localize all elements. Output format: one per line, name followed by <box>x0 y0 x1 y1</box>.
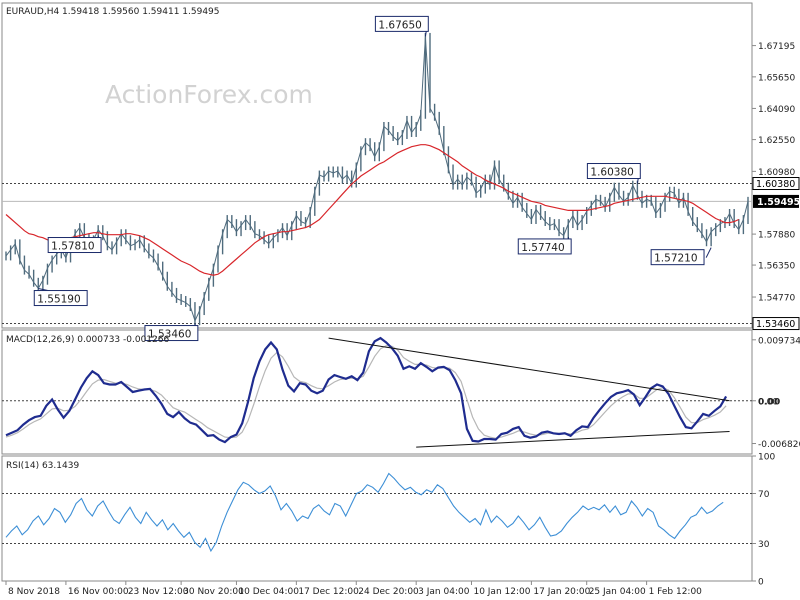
price-callout: 1.57740 <box>521 242 564 254</box>
price-callout: 1.60380 <box>590 167 633 179</box>
price-callout-box <box>47 237 102 254</box>
x-tick-label: 17 Jan 20:00 <box>533 587 590 597</box>
moving-average-line <box>5 144 740 276</box>
price-callout: 1.57210 <box>654 253 697 265</box>
x-tick-label: 24 Dec 20:00 <box>358 587 419 597</box>
x-tick-label: 8 Nov 2018 <box>8 587 60 597</box>
price-panel-frame <box>1 2 753 329</box>
rsi-panel: 100 70 30 0 <box>2 453 775 588</box>
rsi-tick-label: 0 <box>758 578 764 588</box>
rsi-line <box>5 472 724 553</box>
macd-tick-label: -0.006826 <box>758 440 800 450</box>
rsi-panel-title: RSI(14) 63.1439 <box>6 461 79 471</box>
x-tick-label: 16 Nov 00:00 <box>68 587 129 597</box>
macd-signal-line <box>5 345 727 439</box>
price-callout-box <box>374 15 429 32</box>
price-callout-box <box>586 163 641 180</box>
price-callout: 1.67650 <box>378 19 421 31</box>
price-callout-box <box>650 249 705 266</box>
macd-panel-title: MACD(12,26,9) 0.000733 -0.001266 <box>6 335 169 345</box>
macd-trendline <box>416 430 730 448</box>
level-label: 1.60380 <box>756 179 795 190</box>
price-callout: 1.53460 <box>148 329 191 341</box>
x-tick-label: 25 Jan 04:00 <box>589 587 646 597</box>
price-callout-box <box>33 290 88 307</box>
current-price-label: 1.59495 <box>757 197 800 208</box>
price-tick-label: 1.57880 <box>758 231 795 241</box>
x-tick-label: 23 Nov 12:00 <box>128 587 189 597</box>
price-tick-label: 1.54770 <box>758 294 795 304</box>
price-tick-label: 1.60980 <box>758 168 795 178</box>
watermark: ActionForex.com <box>105 80 313 109</box>
macd-tick-label: 0.009734 <box>758 336 800 346</box>
macd-tick-label: 0.00 <box>758 397 778 407</box>
price-tick-label: 1.64090 <box>758 105 795 115</box>
macd-current-label: 0.00 <box>758 397 780 407</box>
x-tick-label: 1 Feb 12:00 <box>649 587 703 597</box>
level-label-box <box>752 317 800 331</box>
x-tick-label: 30 Nov 20:00 <box>183 587 244 597</box>
price-panel: 1.67195 1.65650 1.64090 1.62550 1.60980 1.578… <box>2 15 800 342</box>
x-tick-label: 10 Dec 04:00 <box>238 587 299 597</box>
callout-leader <box>705 247 712 258</box>
macd-panel-frame <box>1 329 753 455</box>
rsi-panel-frame <box>1 455 753 582</box>
panel-frames <box>1 2 753 582</box>
x-tick-label: 10 Jan 12:00 <box>473 587 530 597</box>
macd-line <box>5 336 728 444</box>
x-tick-label: 17 Dec 12:00 <box>298 587 359 597</box>
price-callout: 1.57810 <box>51 241 94 253</box>
rsi-tick-label: 30 <box>758 540 770 550</box>
price-tick-label: 1.56350 <box>758 262 795 272</box>
price-panel-title: EURAUD,H4 1.59418 1.59560 1.59411 1.5949… <box>6 7 220 17</box>
price-callout: 1.55190 <box>37 294 80 306</box>
rsi-tick-label: 70 <box>758 490 770 500</box>
price-callout-box <box>517 238 572 255</box>
macd-trendline <box>328 337 730 402</box>
price-callout-box <box>144 325 199 342</box>
price-tick-label: 1.62550 <box>758 136 795 146</box>
current-price-box <box>753 194 799 208</box>
level-label-box <box>752 177 800 191</box>
level-label: 1.53460 <box>756 319 795 330</box>
x-tick-label: 3 Jan 04:00 <box>418 587 470 597</box>
price-tick-label: 1.67195 <box>758 42 795 52</box>
rsi-tick-label: 100 <box>758 453 775 463</box>
price-tick-label: 1.65650 <box>758 73 795 83</box>
